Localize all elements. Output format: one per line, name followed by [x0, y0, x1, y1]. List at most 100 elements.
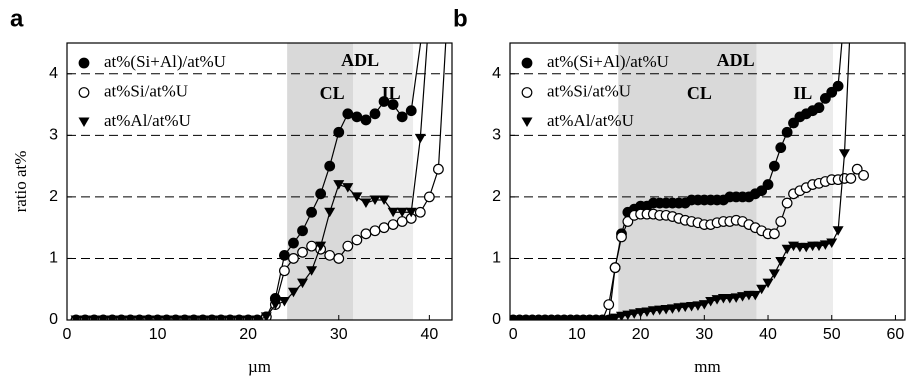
marker: [369, 195, 381, 205]
marker: [756, 185, 768, 197]
marker: [251, 315, 263, 320]
x-tick-label: 60: [887, 326, 905, 343]
y-tick-label: 3: [492, 127, 501, 144]
marker: [826, 86, 838, 98]
marker: [775, 216, 787, 227]
marker: [768, 160, 780, 172]
marker: [762, 278, 774, 289]
x-tick-label: 0: [509, 326, 518, 343]
marker: [124, 315, 136, 320]
legend-marker: [521, 57, 533, 69]
legend-marker: [521, 117, 533, 127]
marker: [615, 311, 627, 320]
marker: [70, 315, 82, 320]
legend-marker: [521, 87, 533, 98]
marker: [443, 7, 453, 17]
span-label: ADL: [717, 50, 755, 70]
plot: [67, 7, 453, 320]
marker: [424, 8, 435, 17]
marker: [433, 163, 444, 175]
marker: [775, 142, 787, 154]
marker: [306, 206, 317, 218]
marker: [730, 293, 742, 303]
marker: [832, 226, 844, 236]
legend-label: at%(Si+Al)/at%U: [104, 52, 226, 71]
y-axis-label: ratio at%: [11, 151, 30, 213]
x-tick-label: 30: [695, 326, 713, 343]
marker: [737, 292, 749, 302]
region: [618, 43, 757, 320]
marker: [387, 207, 399, 218]
marker: [378, 195, 390, 205]
y-tick-label: 1: [49, 250, 58, 267]
marker: [79, 315, 91, 320]
marker: [420, 7, 430, 17]
marker: [324, 207, 336, 218]
marker: [215, 315, 227, 320]
panel-letter: b: [453, 5, 468, 32]
marker: [279, 265, 290, 277]
marker: [351, 234, 363, 246]
marker: [666, 304, 678, 314]
marker: [775, 257, 787, 267]
x-axis-label: mm: [694, 357, 720, 376]
legend-label: at%Si/at%U: [104, 81, 188, 100]
marker: [609, 313, 621, 320]
marker: [788, 117, 799, 129]
y-tick-label: 2: [49, 188, 58, 205]
marker: [396, 216, 408, 227]
legend-label: at%Al/at%U: [104, 111, 191, 130]
x-axis-label: µm: [248, 357, 271, 376]
marker: [115, 315, 127, 320]
marker: [768, 269, 780, 279]
marker: [405, 207, 417, 218]
marker: [749, 290, 761, 301]
marker: [161, 315, 173, 320]
marker: [287, 287, 299, 298]
marker: [297, 278, 309, 289]
span-label: ADL: [341, 50, 379, 70]
marker: [278, 297, 290, 307]
legend-marker: [78, 117, 90, 127]
marker: [845, 173, 857, 184]
region: [353, 43, 414, 320]
marker: [698, 300, 710, 310]
marker: [641, 307, 653, 317]
marker: [768, 228, 780, 240]
marker: [333, 126, 345, 138]
marker: [756, 284, 768, 295]
marker: [762, 179, 774, 190]
y-tick-label: 4: [49, 65, 58, 82]
marker: [858, 169, 869, 181]
x-tick-label: 0: [63, 326, 72, 343]
marker: [260, 312, 272, 320]
y-tick-label: 0: [492, 311, 501, 328]
marker: [628, 309, 640, 319]
legend-label: at%Al/at%U: [547, 111, 634, 130]
marker: [170, 315, 182, 320]
marker: [324, 160, 336, 172]
marker: [851, 163, 863, 175]
x-tick-label: 30: [330, 326, 348, 343]
marker: [106, 315, 118, 320]
x-tick-label: 10: [568, 326, 586, 343]
marker: [616, 231, 627, 243]
marker: [705, 297, 717, 307]
marker: [414, 206, 426, 218]
marker: [224, 315, 236, 320]
marker: [315, 188, 327, 200]
marker: [813, 241, 825, 252]
x-tick-label: 50: [823, 326, 841, 343]
marker: [188, 315, 200, 320]
x-tick-label: 40: [420, 326, 438, 343]
marker: [396, 111, 408, 123]
marker: [387, 219, 399, 230]
x-tick-label: 10: [149, 326, 167, 343]
marker: [622, 216, 634, 227]
marker: [233, 315, 245, 320]
marker: [279, 249, 290, 261]
marker: [206, 315, 218, 320]
region-label: CL: [687, 83, 712, 103]
marker: [369, 225, 381, 237]
